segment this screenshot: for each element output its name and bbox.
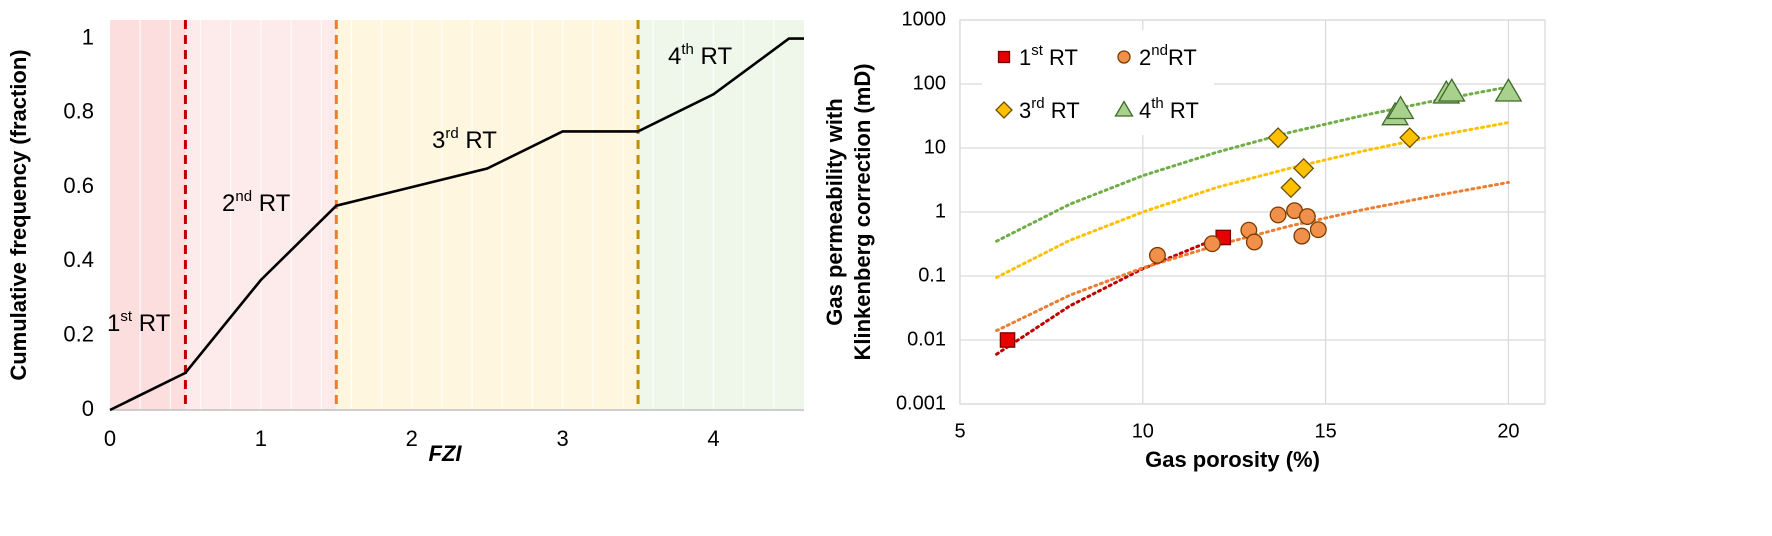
label-rest: RT [459,127,498,154]
x-axis-title: FZI [429,441,463,466]
y-tick-label: 0.001 [896,392,946,414]
label-rest: RT [694,43,733,70]
legend-label: 4th RT [1139,95,1199,123]
label-base: 2 [1139,45,1151,70]
label-sup: th [681,41,694,58]
label-base: 3 [432,127,445,154]
data-point [1309,221,1327,239]
data-point [1298,208,1316,225]
y-tick-label: 0.1 [918,264,946,286]
label-rest: RT [1168,45,1197,70]
x-tick-label: 0 [104,426,116,451]
label-base: 1 [1019,45,1031,70]
x-tick-label: 4 [707,426,719,451]
y-tick-label: 0.6 [63,173,94,198]
data-point [1437,77,1466,102]
y-tick-label: 0.8 [63,99,94,124]
y-tick-label: 0.01 [907,328,946,350]
y-tick-label: 0 [82,396,94,421]
legend-label: 2ndRT [1139,42,1197,70]
label-base: 3 [1019,98,1031,123]
label-rest: RT [1045,98,1080,123]
trend-line [995,234,1225,356]
label-sup: st [1031,42,1044,59]
label-rest: RT [1043,45,1078,70]
y-tick-label: 0.4 [63,247,94,272]
legend-marker [997,50,1011,64]
data-point [1399,127,1421,149]
data-point [1293,157,1315,179]
rock-type-region [336,20,639,410]
data-point [1280,177,1302,199]
data-point [1203,235,1221,253]
data-point [1267,127,1289,149]
frequency-line [109,37,804,412]
rock-type-label: 3rd RT [432,125,497,154]
label-base: 4 [668,43,681,70]
data-point [1269,206,1287,224]
rock-type-label: 2nd RT [222,188,291,217]
x-tick-label: 1 [255,426,267,451]
legend-label: 1st RT [1019,42,1078,70]
label-sup: th [1151,95,1164,112]
y-axis-title: Gas permeability with [822,98,847,325]
x-axis-title: Gas porosity (%) [1145,447,1320,472]
x-tick-label: 15 [1315,420,1337,442]
data-point [1148,246,1166,264]
y-axis-title: Klinkenberg correction (mD) [850,63,875,360]
data-point [1293,227,1311,245]
trend-line [995,180,1510,333]
label-sup: nd [235,188,252,205]
label-base: 1 [107,310,120,337]
y-tick-label: 10 [924,136,946,158]
rock-type-region [638,20,804,410]
data-point [999,332,1016,348]
x-tick-label: 20 [1497,420,1519,442]
label-rest: RT [252,190,291,217]
data-point [1386,95,1415,120]
x-tick-label: 5 [954,420,965,442]
data-point [1245,233,1263,251]
legend-marker [1117,50,1131,64]
legend-box [982,30,1214,135]
label-sup: rd [1031,95,1044,112]
y-tick-label: 100 [913,72,946,94]
y-tick-label: 1 [935,200,946,222]
legend-marker [1114,100,1134,117]
label-rest: RT [1164,98,1199,123]
y-axis-title: Cumulative frequency (fraction) [6,49,31,380]
y-tick-label: 1 [82,24,94,49]
rock-type-region [110,20,186,410]
trend-line [995,85,1510,243]
x-tick-label: 2 [406,426,418,451]
y-tick-label: 0.2 [63,322,94,347]
label-rest: RT [132,310,171,337]
label-sup: st [120,308,133,325]
label-base: 2 [222,190,235,217]
x-tick-label: 10 [1132,420,1154,442]
plot-frame [959,19,1546,405]
label-sup: nd [1151,42,1168,59]
data-point [1494,77,1523,102]
y-tick-label: 1000 [902,8,947,30]
legend-marker [995,101,1013,119]
label-sup: rd [445,125,458,142]
x-tick-label: 3 [556,426,568,451]
label-base: 4 [1139,98,1151,123]
rock-type-label: 1st RT [107,308,171,337]
legend-label: 3rd RT [1019,95,1080,123]
rock-type-label: 4th RT [668,41,732,70]
trend-line [995,121,1510,279]
